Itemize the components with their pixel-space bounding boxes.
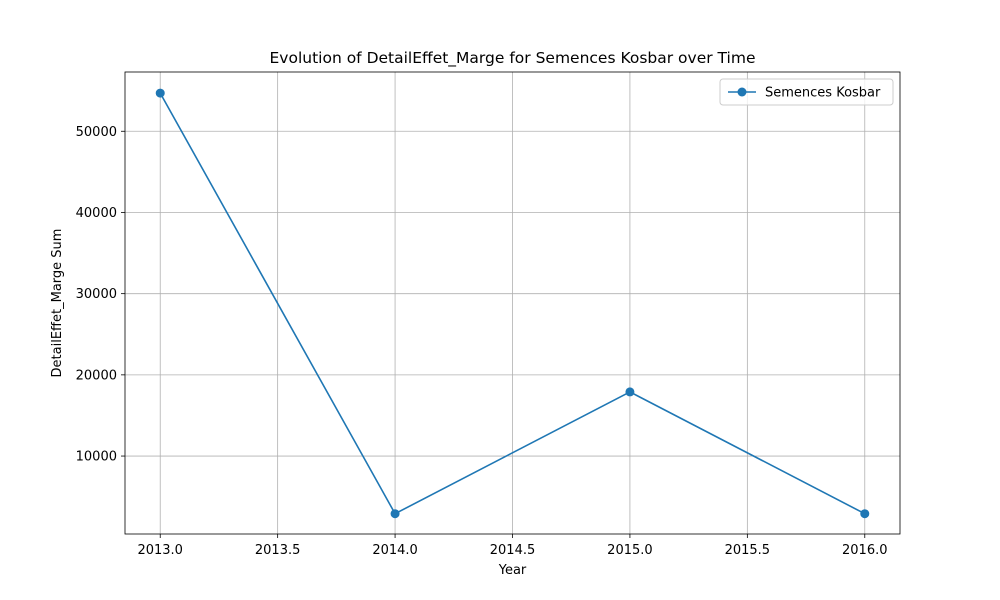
data-point [390,509,400,519]
x-tick-label: 2016.0 [842,543,888,558]
axis-ticks: 2013.0 2013.5 2014.0 2014.5 2015.0 2015.5 2016… [76,125,888,558]
y-axis-title: DetailEffet_Marge Sum [50,229,65,378]
legend-box [719,78,894,106]
x-tick-label: 2014.5 [490,543,536,558]
legend-label: Semences Kosbar [765,86,881,101]
x-tick-label: 2013.0 [137,543,183,558]
x-tick-label: 2013.5 [255,543,301,558]
x-tick-label: 2015.0 [607,543,653,558]
x-tick-label: 2015.5 [725,543,771,558]
legend-swatch-marker [737,87,747,97]
data-point [860,509,870,519]
data-point [155,88,165,98]
y-tick-label: 40000 [76,206,117,221]
y-tick-label: 10000 [76,450,117,465]
y-tick-label: 50000 [76,125,117,140]
legend: Semences Kosbar [719,78,894,106]
x-axis-title: Year [498,563,527,578]
data-point [625,387,635,397]
y-tick-label: 30000 [76,287,117,302]
series-layer [155,88,870,519]
x-tick-label: 2014.0 [372,543,418,558]
series-line [159,92,866,515]
chart-title: Evolution of DetailEffet_Marge for Semen… [270,49,756,68]
series-semences-kosbar [155,88,870,519]
y-tick-label: 20000 [76,368,117,383]
